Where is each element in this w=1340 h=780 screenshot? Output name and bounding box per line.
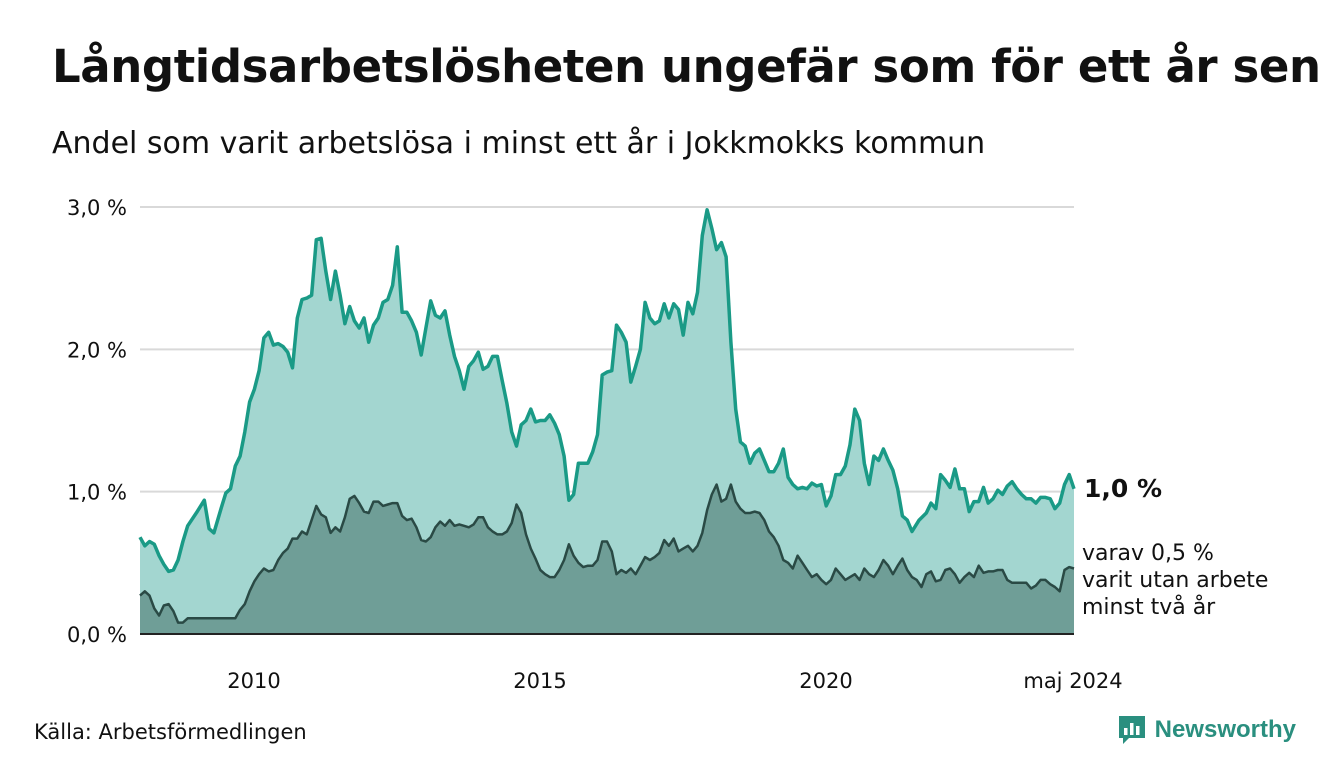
brand-logo: Newsworthy	[1117, 712, 1296, 748]
y-tick-label: 3,0 %	[67, 196, 127, 220]
y-tick-label: 0,0 %	[67, 623, 127, 647]
axes: 0,0 % 1,0 % 2,0 % 3,0 % 2010 2015 2020 maj 2024	[67, 196, 1123, 693]
end-label-two-years: minst två år	[1082, 594, 1216, 620]
line-two-years-plus	[139, 483, 1075, 624]
area-two-years-plus	[140, 484, 1074, 634]
brand-name: Newsworthy	[1154, 716, 1296, 743]
line-long-term-unemployed	[138, 208, 1076, 574]
x-tick-label: maj 2024	[1023, 669, 1122, 693]
source-note: Källa: Arbetsförmedlingen	[34, 720, 307, 744]
x-tick-label: 2015	[513, 669, 566, 693]
chart-subtitle: Andel som varit arbetslösa i minst ett å…	[52, 126, 986, 161]
y-tick-label: 1,0 %	[67, 481, 127, 505]
end-label-two-years: varav 0,5 %	[1082, 541, 1214, 566]
series-areas	[138, 208, 1076, 635]
x-tick-label: 2020	[799, 669, 852, 693]
x-tick-label: 2010	[227, 669, 280, 693]
end-label-total: 1,0 %	[1084, 474, 1162, 503]
end-label-two-years: varit utan arbete	[1082, 568, 1268, 593]
y-tick-label: 2,0 %	[67, 338, 127, 362]
chart-title: Långtidsarbetslösheten ungefär som för e…	[52, 40, 1321, 93]
newsworthy-logo-icon	[1118, 716, 1145, 744]
